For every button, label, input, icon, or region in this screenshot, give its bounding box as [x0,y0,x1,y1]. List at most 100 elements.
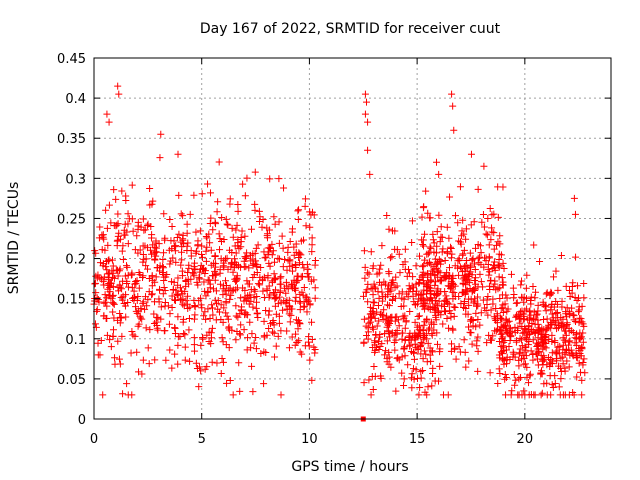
data-point [417,374,425,382]
axis-ticks: 0 0.05 0.1 0.15 0.2 0.25 0.3 0.35 0.4 0.45 0 5 10 15 2… [57,52,611,447]
data-point [214,198,222,206]
data-point [306,223,314,231]
data-point [552,267,560,275]
data-point [248,330,256,338]
data-point [175,230,183,238]
data-point [232,249,240,257]
data-point [282,278,290,286]
data-point [558,303,566,311]
data-point [229,233,237,241]
data-point [448,90,456,98]
data-point [254,314,262,322]
data-point [169,254,177,262]
data-point [487,236,495,244]
data-point [360,338,368,346]
data-point [252,304,260,312]
data-point [420,280,428,288]
data-point [101,246,109,254]
data-point [178,267,186,275]
data-point [578,376,586,384]
data-point [228,259,236,267]
x-tick-label: 0 [90,432,98,447]
data-point [208,301,216,309]
data-point [211,263,219,271]
data-point [300,303,308,311]
data-point [439,320,447,328]
data-point [145,360,153,368]
data-point [305,273,313,281]
data-point [388,297,396,305]
data-point [472,280,480,288]
data-point [198,190,206,198]
y-tick-label: 0.1 [65,333,86,348]
data-point [497,251,505,259]
data-point [435,377,443,385]
data-point [581,369,589,377]
data-point [551,321,559,329]
data-point [417,350,425,358]
data-point [435,297,443,305]
data-point [373,322,381,330]
data-point [123,263,131,271]
data-point [155,295,163,303]
data-point [236,310,244,318]
data-point [216,280,224,288]
data-point [181,331,189,339]
y-tick-label: 0.2 [65,253,86,268]
data-point [545,353,553,361]
data-point [554,324,562,332]
data-point [272,342,280,350]
data-point [457,232,465,240]
data-point [467,295,475,303]
data-point [294,215,302,223]
data-point [429,369,437,377]
data-point [200,312,208,320]
data-point [242,309,250,317]
data-point [239,180,247,188]
data-point [505,342,513,350]
data-point [124,210,132,218]
data-point [455,237,463,245]
data-point [486,369,494,377]
data-point [108,273,116,281]
data-point [573,373,581,381]
data-point [518,307,526,315]
data-point [149,197,157,205]
data-point [258,223,266,231]
data-point [296,320,304,328]
data-point [414,300,422,308]
data-point [176,295,184,303]
data-point [139,356,147,364]
data-point [441,296,449,304]
data-point [108,256,116,264]
data-point [387,313,395,321]
data-point [523,373,531,381]
data-point [539,345,547,353]
data-point [401,245,409,253]
data-point [485,241,493,249]
data-point [569,388,577,396]
data-point [364,146,372,154]
data-point [155,240,163,248]
data-point [257,264,265,272]
y-tick-label: 0.4 [65,92,86,107]
data-point [401,352,409,360]
data-point [222,215,230,223]
data-point [233,272,241,280]
data-point [296,299,304,307]
data-point [117,314,125,322]
data-point [307,277,315,285]
data-point [286,237,294,245]
data-point [160,249,168,257]
data-point [494,238,502,246]
data-point [114,236,122,244]
data-point [251,206,259,214]
data-point [258,275,266,283]
data-point [168,292,176,300]
data-point [398,335,406,343]
data-point [259,287,267,295]
data-point [275,312,283,320]
data-point [430,262,438,270]
data-point [110,186,118,194]
data-point [519,351,527,359]
